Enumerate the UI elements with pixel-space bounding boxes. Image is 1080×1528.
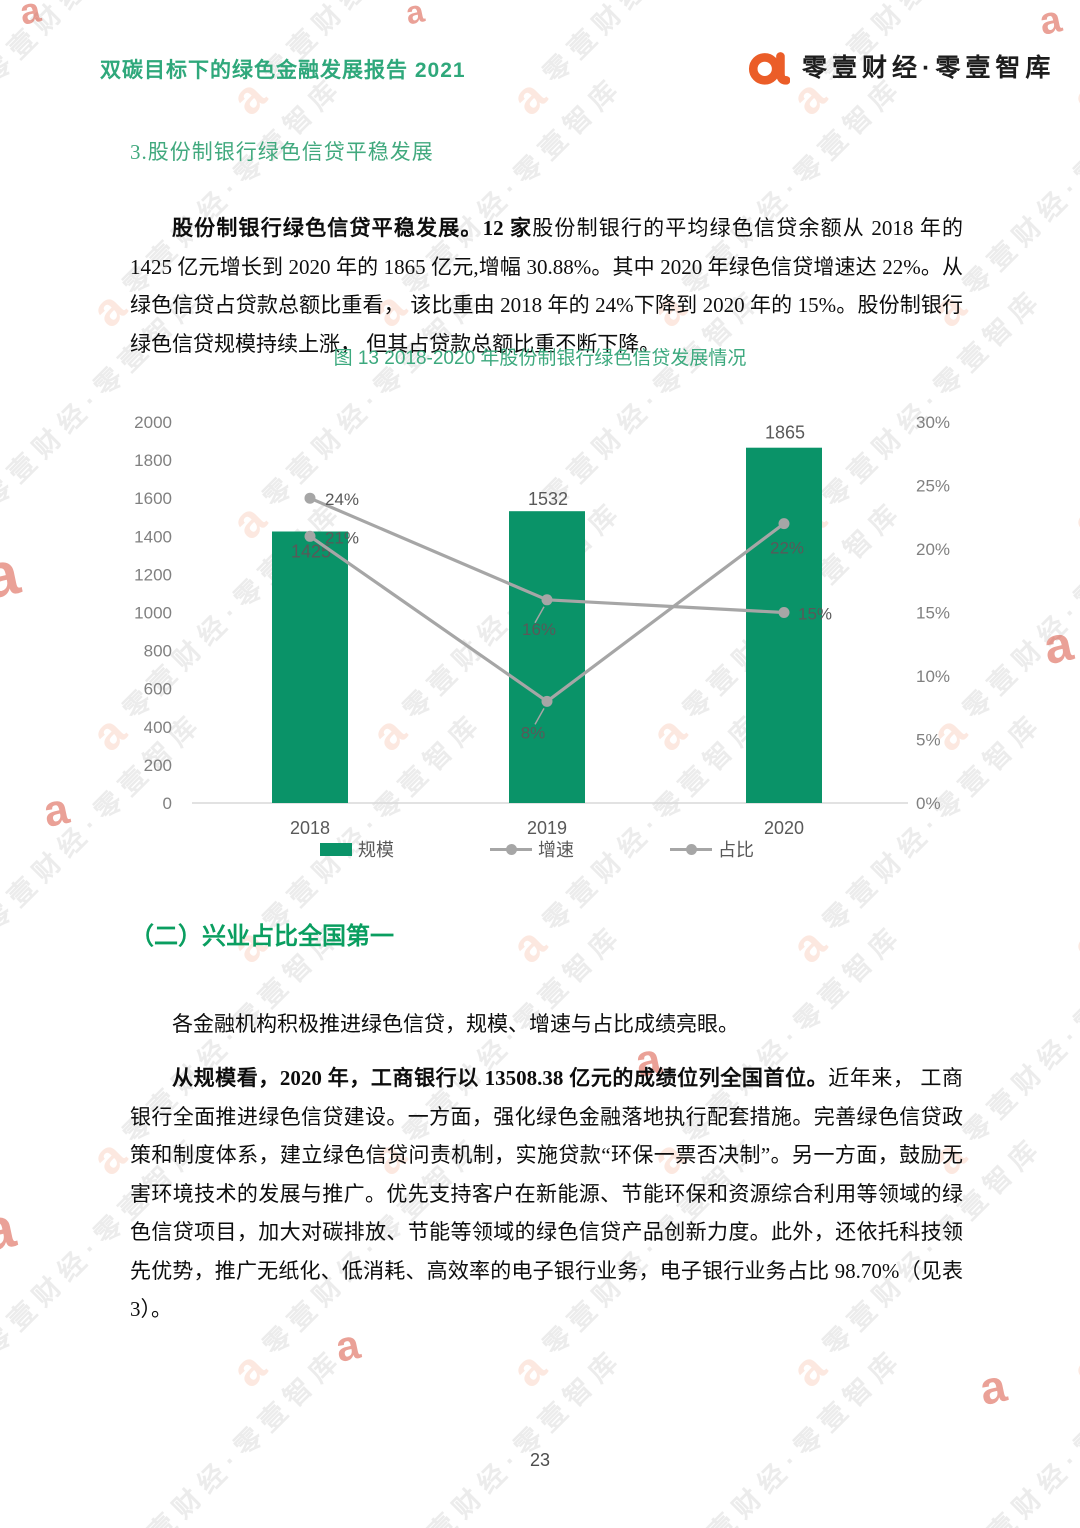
watermark-accent-a: a: [0, 1194, 21, 1265]
svg-text:2000: 2000: [134, 413, 172, 432]
svg-text:30%: 30%: [916, 413, 950, 432]
watermark-tile: a零壹财经·零壹智库: [957, 1342, 1080, 1528]
page-number: 23: [529, 1450, 551, 1470]
watermark-accent-a: a: [402, 0, 428, 32]
legend-item-growth: 增速: [490, 836, 574, 862]
paragraph-lead-bold: 股份制银行绿色信贷平稳发展。12 家: [172, 216, 533, 240]
svg-text:1000: 1000: [134, 604, 172, 623]
watermark-accent-a: a: [15, 0, 44, 33]
svg-text:400: 400: [144, 718, 172, 737]
brand-name: 零壹财经·零壹智库: [802, 54, 1056, 82]
watermark-tile: a零壹财经·零壹智库: [677, 1342, 909, 1528]
svg-text:21%: 21%: [325, 528, 359, 547]
watermark-tile: a零壹财经·零壹智库: [1060, 493, 1080, 549]
watermark-accent-a: a: [1035, 0, 1066, 44]
svg-text:0%: 0%: [916, 794, 941, 813]
watermark-tile: a零壹财经·零壹智库: [1060, 69, 1080, 125]
figure-13-chart: 0 200 400 600 800 1000 1200 1400 1600 1800 2000 0% 5…: [134, 413, 950, 838]
watermark-accent-a: a: [974, 1358, 1011, 1416]
svg-text:1865: 1865: [765, 423, 805, 443]
bar-swatch-icon: [320, 842, 352, 856]
svg-text:2018: 2018: [290, 818, 330, 838]
watermark-accent-a: a: [0, 538, 26, 613]
svg-text:200: 200: [144, 756, 172, 775]
watermark-accent-a: a: [39, 784, 74, 838]
svg-text:15%: 15%: [798, 605, 832, 624]
svg-text:10%: 10%: [916, 667, 950, 686]
document-title: 双碳目标下的绿色金融发展报告 2021: [100, 59, 466, 82]
paragraph-lead-bold: 从规模看，2020 年，工商银行以 13508.38 亿元的成绩位列全国首位。: [172, 1066, 829, 1090]
svg-text:16%: 16%: [522, 620, 556, 639]
line-marker-icon: [670, 843, 712, 855]
svg-text:8%: 8%: [521, 723, 546, 742]
section-2-paragraph-1: 各金融机构积极推进绿色信贷，规模、增速与占比成绩亮眼。: [172, 1012, 739, 1036]
svg-text:1532: 1532: [528, 489, 568, 509]
svg-text:1600: 1600: [134, 489, 172, 508]
svg-text:1400: 1400: [134, 527, 172, 546]
brand-alpha-icon: [748, 52, 790, 85]
watermark-tile: a零壹财经·零壹智库: [1060, 1341, 1080, 1397]
svg-text:24%: 24%: [325, 490, 359, 509]
svg-text:0: 0: [163, 794, 172, 813]
watermark-tile: a零壹财经·零壹智库: [1060, 917, 1080, 973]
svg-text:15%: 15%: [916, 604, 950, 623]
legend-item-share: 占比: [670, 836, 754, 862]
svg-text:1200: 1200: [134, 565, 172, 584]
chart-legend: 规模 增速 占比: [130, 836, 950, 862]
brand-logo: 零壹财经·零壹智库: [748, 45, 1055, 87]
svg-text:1800: 1800: [134, 451, 172, 470]
watermark-tile: a零壹财经·零壹智库: [117, 1342, 349, 1528]
svg-text:1425: 1425: [291, 542, 331, 562]
legend-item-scale: 规模: [320, 836, 394, 862]
watermark-tile: a零壹财经·零壹智库: [500, 0, 769, 125]
svg-text:22%: 22%: [770, 539, 804, 558]
section-2-paragraph-2: 从规模看，2020 年，工商银行以 13508.38 亿元的成绩位列全国首位。近…: [130, 1059, 963, 1329]
watermark-accent-a: a: [1038, 614, 1078, 676]
svg-text:25%: 25%: [916, 477, 950, 496]
svg-text:600: 600: [144, 680, 172, 699]
section-3-paragraph: 股份制银行绿色信贷平稳发展。12 家股份制银行的平均绿色信贷余额从 2018 年…: [130, 209, 963, 363]
figure-13-caption: 图 13 2018-2020 年股份制银行绿色信贷发展情况: [333, 348, 747, 369]
paragraph-body: 近年来， 工商银行全面推进绿色信贷建设。一方面，强化绿色金融落地执行配套措施。完…: [130, 1066, 963, 1321]
svg-text:2020: 2020: [764, 818, 804, 838]
svg-text:2019: 2019: [527, 818, 567, 838]
watermark-tile: a零壹财经·零壹智库: [397, 1342, 629, 1528]
svg-text:20%: 20%: [916, 540, 950, 559]
section-2-heading: （二）兴业占比全国第一: [130, 923, 394, 950]
svg-text:5%: 5%: [916, 731, 941, 750]
section-3-heading: 3.股份制银行绿色信贷平稳发展: [130, 140, 434, 164]
line-marker-icon: [490, 843, 532, 855]
svg-text:800: 800: [144, 642, 172, 661]
paragraph-body: 股份制银行的平均绿色信贷余额从 2018 年的 1425 亿元增长到 2020 …: [130, 216, 964, 356]
